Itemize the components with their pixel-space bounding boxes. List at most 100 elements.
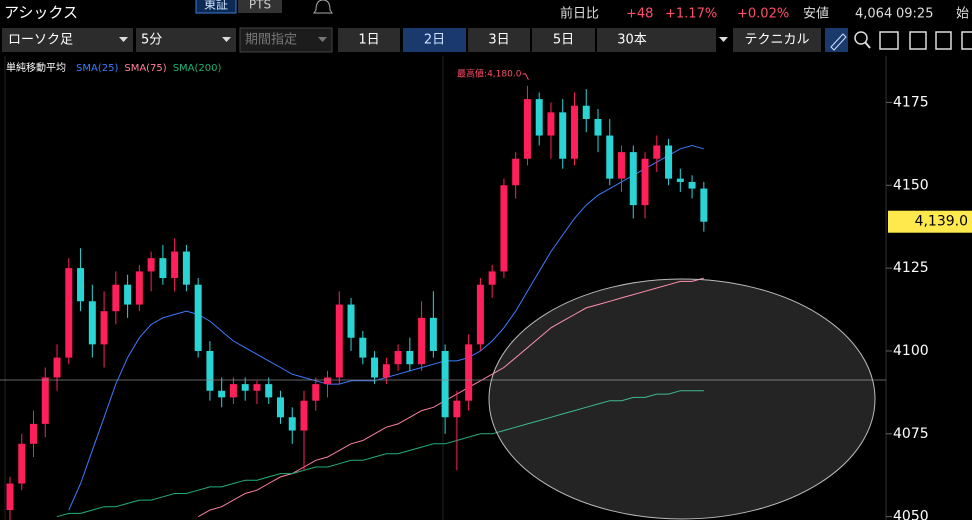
zoom-icon[interactable] — [854, 31, 868, 45]
range-label[interactable]: 5日 — [553, 33, 574, 48]
icon-button[interactable] — [909, 31, 927, 50]
range-label[interactable]: 1日 — [358, 33, 379, 48]
market-tab[interactable] — [238, 0, 282, 13]
candle-body — [100, 311, 108, 345]
candle-body — [124, 284, 132, 305]
candle-body — [359, 337, 367, 358]
y-tick-label: 4125 — [893, 260, 929, 276]
stock-name: アシックス — [4, 4, 78, 22]
dropdown[interactable] — [2, 28, 133, 52]
candle-body — [523, 99, 531, 159]
max-arrow — [522, 73, 529, 81]
candle-body — [112, 284, 120, 312]
dropdown-arrow — [318, 37, 327, 42]
candle-body — [476, 284, 484, 345]
range-button[interactable] — [403, 28, 466, 52]
range-label[interactable]: 3日 — [488, 33, 509, 48]
candle-body — [465, 344, 473, 401]
candle-body — [265, 384, 273, 398]
legend-entry: SMA(200) — [173, 63, 222, 74]
candle-body — [500, 185, 508, 272]
candle-body — [77, 268, 85, 302]
legend-title: 単純移動平均 — [6, 61, 66, 74]
change-pct2: +0.02% — [737, 7, 789, 22]
legend: SMA(25) SMA(75) SMA(200) — [76, 63, 221, 74]
candle-body — [147, 258, 155, 272]
icon-button[interactable] — [935, 31, 952, 50]
interval[interactable]: 5分 — [141, 33, 162, 48]
dropdown-arrow[interactable] — [719, 37, 728, 42]
candle-body — [688, 181, 696, 189]
candle-body — [418, 317, 426, 365]
change: +48 — [626, 7, 653, 22]
range-button[interactable] — [468, 28, 530, 52]
sma-line — [56, 390, 704, 518]
chart-kind[interactable]: ローソク足 — [8, 33, 73, 48]
candle-body — [700, 188, 708, 222]
candle-body — [535, 99, 543, 136]
range-filler — [667, 28, 716, 52]
candle-body — [512, 158, 520, 186]
candle-body — [30, 423, 38, 444]
max-label: 最高値:4,180.0 — [457, 67, 522, 79]
candle-body — [594, 118, 602, 136]
change-pct: +1.17% — [665, 7, 717, 22]
candle-body — [276, 397, 284, 418]
candle-body — [300, 400, 308, 431]
range-button[interactable] — [597, 28, 667, 52]
candle-body — [335, 304, 343, 378]
candle-body — [229, 384, 237, 398]
change-label: 前日比 — [560, 6, 599, 22]
icon-button[interactable] — [825, 28, 848, 52]
candle-body — [206, 350, 214, 391]
last-price: 4,139.0 — [915, 214, 968, 230]
range-button[interactable] — [338, 28, 400, 52]
candle-body — [135, 271, 143, 305]
candle-body — [406, 350, 414, 365]
candle-body — [382, 364, 390, 378]
range-label[interactable]: 2日 — [424, 33, 445, 48]
icon-button[interactable] — [961, 31, 972, 50]
legend-entry: SMA(75) — [124, 63, 166, 74]
candle-body — [559, 112, 567, 159]
technical[interactable]: テクニカル — [744, 33, 809, 48]
candle-body — [582, 105, 590, 119]
candle-body — [641, 158, 649, 206]
dropdown[interactable] — [136, 28, 236, 52]
candle-body — [371, 357, 379, 378]
range-label[interactable]: 30本 — [617, 33, 647, 48]
candle-body — [453, 400, 461, 418]
candle-body — [65, 268, 73, 358]
period[interactable]: 期間指定 — [245, 33, 297, 48]
candle-body — [665, 145, 673, 179]
candle-body — [194, 284, 202, 351]
candle-body — [488, 271, 496, 285]
candle-body — [324, 377, 332, 385]
candle-body — [6, 483, 14, 511]
icon-button[interactable] — [879, 31, 899, 50]
dropdown-arrow — [222, 37, 231, 42]
dropdown[interactable] — [239, 27, 333, 53]
candle-body — [88, 301, 96, 345]
candle-body — [288, 417, 296, 431]
market-tab-label[interactable]: PTS — [249, 0, 271, 12]
low: 4,064 — [855, 7, 892, 22]
bell-icon[interactable] — [313, 0, 333, 14]
plot: 4050 4075 4100 4125 4150 4175 最高値:4,180.0 4,139… — [6, 67, 972, 520]
button[interactable] — [733, 28, 821, 52]
candle-body — [606, 135, 614, 179]
dropdown-arrow — [119, 37, 128, 42]
candle-body — [253, 384, 261, 391]
candle-body — [441, 350, 449, 418]
market-tab-label[interactable]: 東証 — [204, 0, 228, 12]
market-tab[interactable] — [195, 0, 237, 14]
candle-body — [159, 258, 167, 279]
candle-body — [394, 350, 402, 365]
range-button[interactable] — [532, 28, 595, 52]
candle-body — [429, 317, 437, 351]
candle-body — [18, 443, 26, 484]
low-label: 安値 — [803, 6, 829, 22]
y-tick-label: 4075 — [893, 426, 929, 442]
candle-body — [618, 152, 626, 179]
candle-body — [241, 384, 249, 391]
